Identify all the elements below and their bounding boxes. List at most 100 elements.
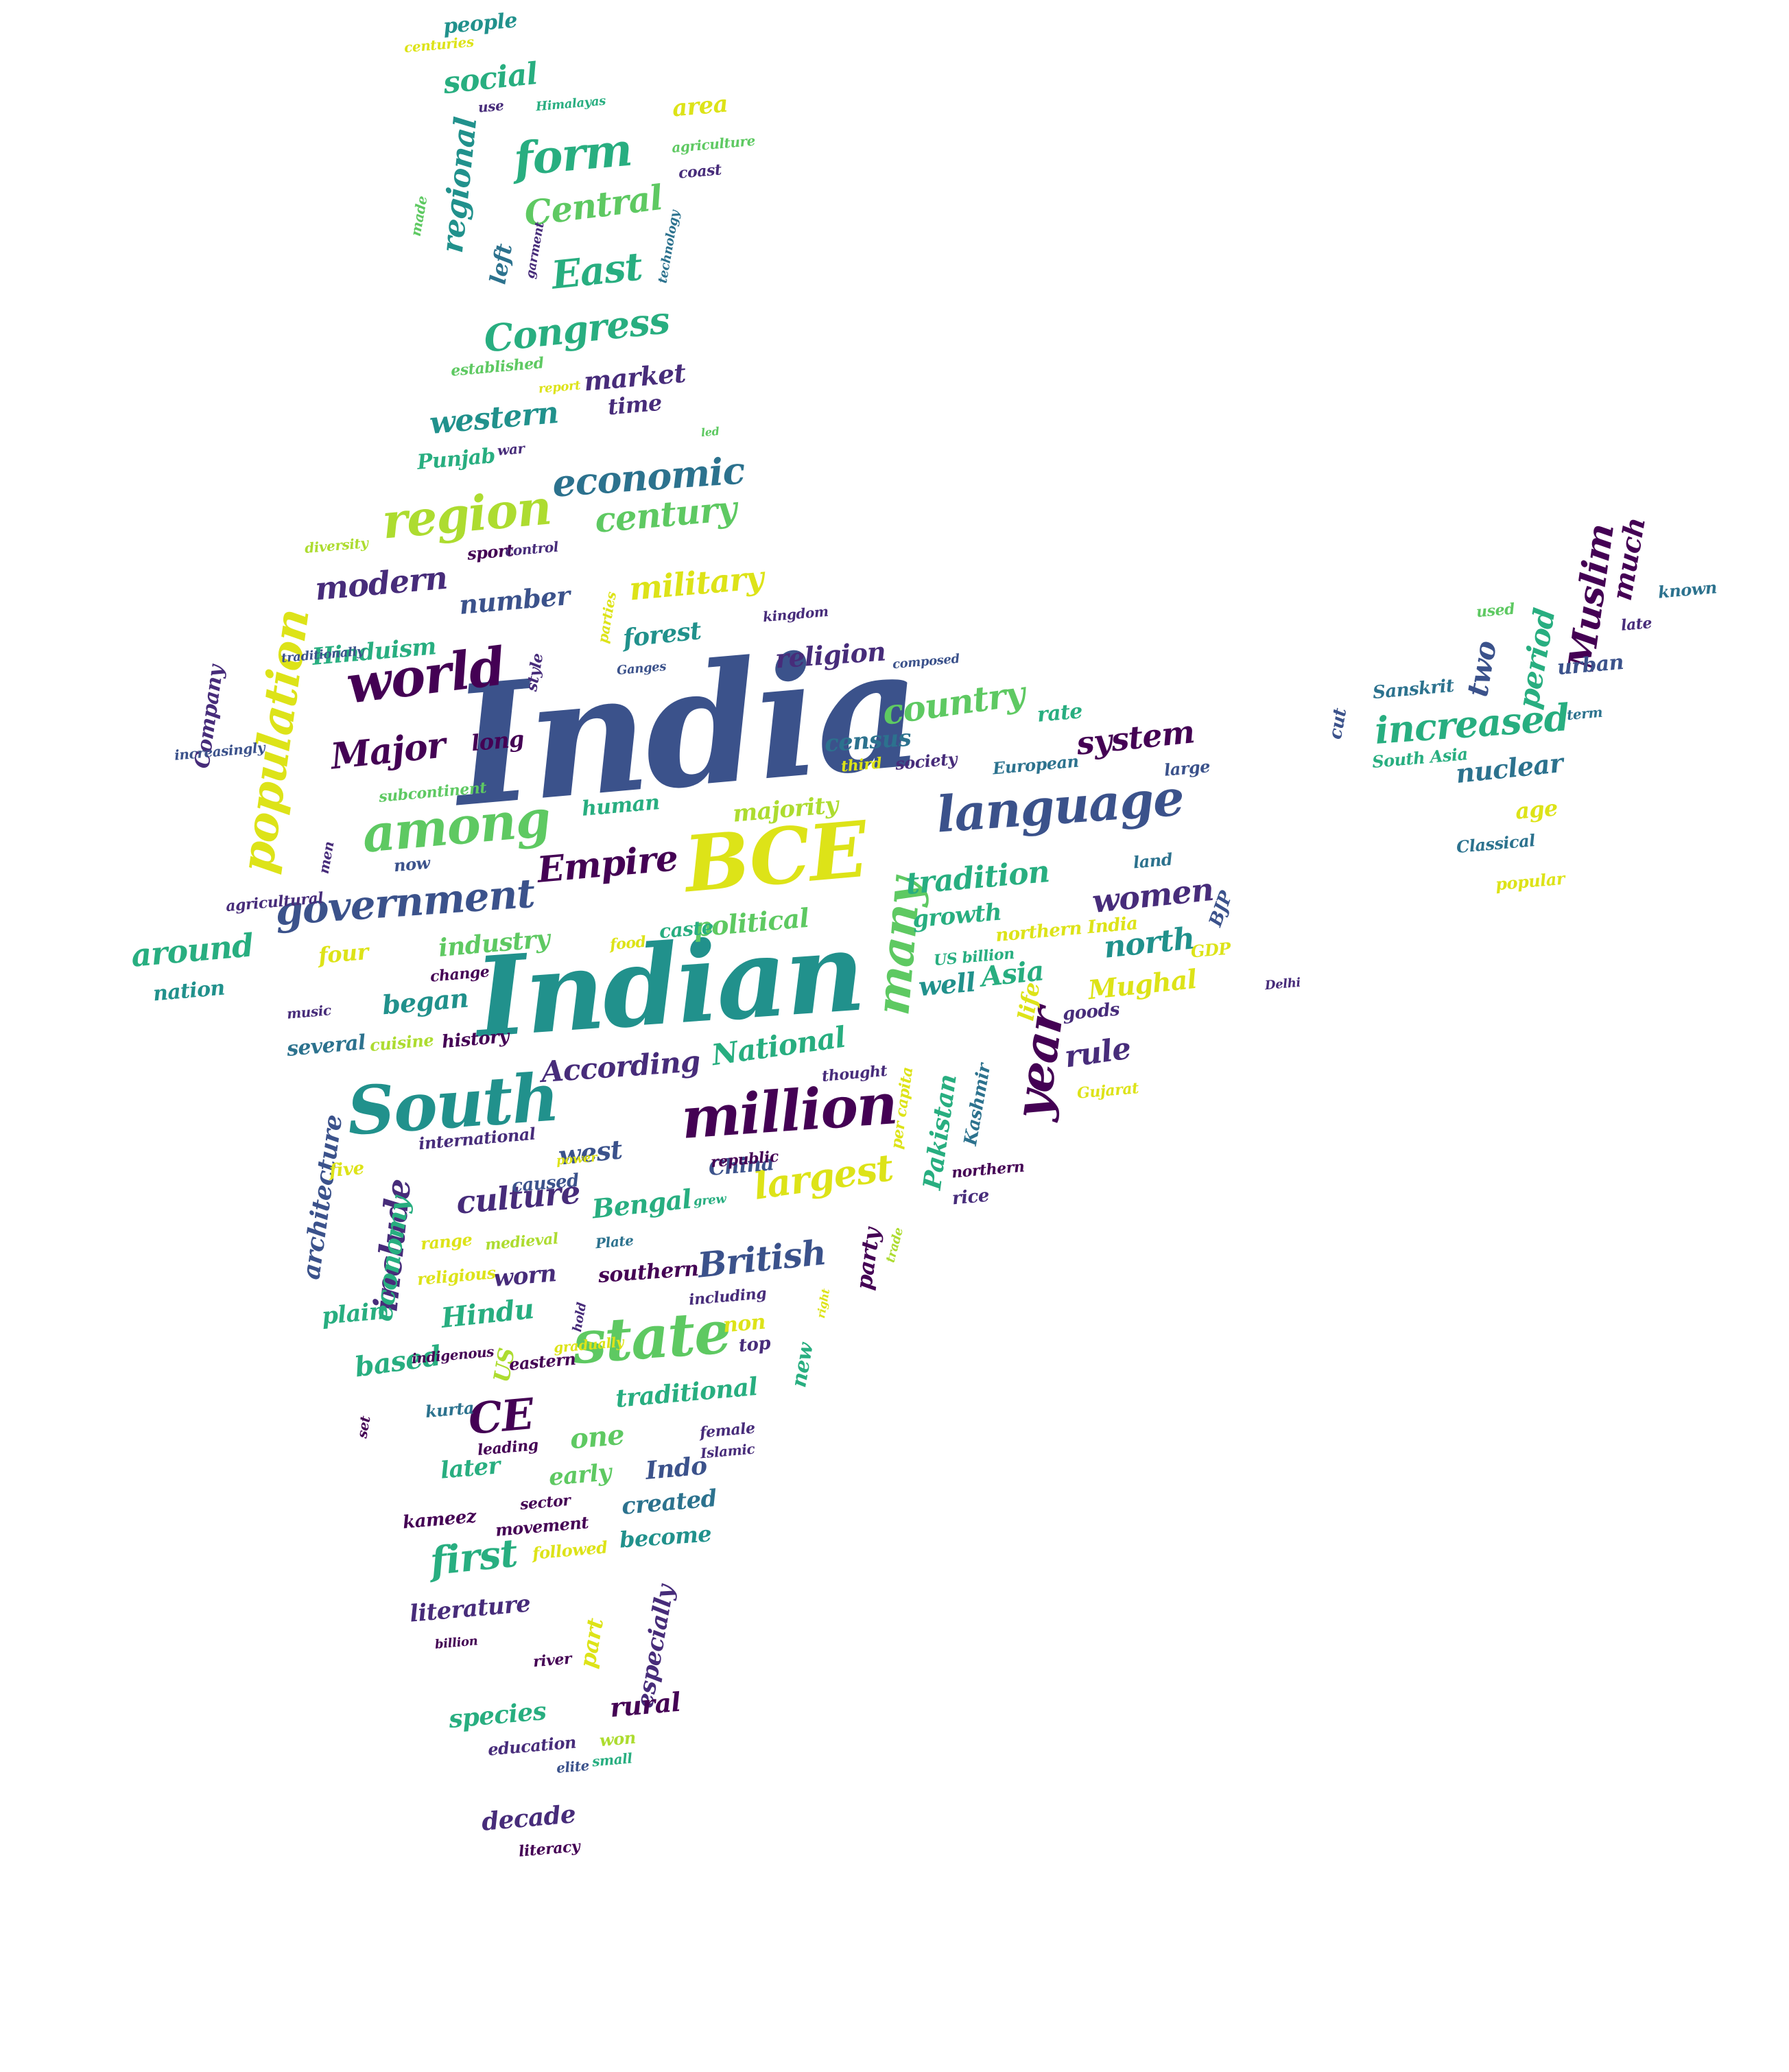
cloud-word: third bbox=[840, 754, 882, 776]
cloud-word: term bbox=[1566, 703, 1604, 724]
cloud-word: billion bbox=[434, 1634, 478, 1652]
cloud-word: census bbox=[823, 724, 912, 758]
cloud-word: religious bbox=[416, 1262, 497, 1289]
cloud-word: party bbox=[850, 1226, 886, 1292]
cloud-word: Congress bbox=[481, 298, 672, 361]
cloud-word: coast bbox=[677, 161, 722, 183]
cloud-word: rice bbox=[951, 1185, 991, 1210]
cloud-word: rural bbox=[608, 1686, 682, 1723]
cloud-word: established bbox=[450, 354, 545, 380]
cloud-word: top bbox=[737, 1333, 772, 1356]
cloud-word: medieval bbox=[484, 1229, 559, 1254]
cloud-word: diversity bbox=[303, 534, 368, 556]
cloud-word: people bbox=[442, 8, 519, 39]
cloud-word: rule bbox=[1062, 1031, 1133, 1075]
cloud-word: literacy bbox=[517, 1837, 580, 1861]
cloud-word: female bbox=[698, 1419, 756, 1442]
cloud-word: river bbox=[532, 1649, 573, 1671]
cloud-word: society bbox=[894, 749, 958, 774]
cloud-word: made bbox=[407, 194, 431, 238]
cloud-word: technology bbox=[654, 209, 683, 285]
cloud-word: language bbox=[934, 768, 1185, 844]
cloud-word: Gujarat bbox=[1076, 1079, 1139, 1103]
cloud-word: sector bbox=[519, 1491, 571, 1514]
cloud-word: range bbox=[419, 1229, 473, 1254]
cloud-word: social bbox=[441, 56, 539, 102]
cloud-word: Delhi bbox=[1264, 975, 1301, 993]
cloud-word: system bbox=[1074, 713, 1196, 762]
cloud-word: southern bbox=[597, 1256, 700, 1288]
cloud-word: right bbox=[814, 1288, 832, 1319]
cloud-word: Mughal bbox=[1087, 963, 1198, 1006]
cloud-word: late bbox=[1620, 614, 1652, 635]
cloud-word: food bbox=[608, 932, 647, 954]
cloud-word: Himalayas bbox=[535, 93, 606, 115]
cloud-word: popular bbox=[1494, 868, 1565, 895]
cloud-word: architecture bbox=[296, 1113, 348, 1282]
cloud-word: time bbox=[606, 389, 663, 421]
cloud-word: Empire bbox=[535, 837, 679, 891]
cloud-word: East bbox=[549, 244, 644, 298]
cloud-word: century bbox=[593, 488, 738, 541]
cloud-word: region bbox=[379, 478, 554, 550]
cloud-word: western bbox=[428, 395, 560, 442]
cloud-word: CE bbox=[466, 1389, 536, 1444]
cloud-word: growth bbox=[911, 898, 1003, 934]
cloud-word: species bbox=[447, 1696, 547, 1734]
cloud-word: Bengal bbox=[590, 1183, 693, 1225]
cloud-word: around bbox=[129, 926, 255, 974]
cloud-word: long bbox=[469, 725, 525, 757]
cloud-word: set bbox=[353, 1415, 374, 1439]
cloud-word: part bbox=[574, 1616, 609, 1670]
cloud-word: million bbox=[679, 1071, 899, 1152]
cloud-word: led bbox=[700, 424, 720, 440]
cloud-word: movement bbox=[494, 1512, 589, 1540]
cloud-word: now bbox=[392, 852, 431, 876]
cloud-word: become bbox=[618, 1520, 713, 1553]
cloud-word: land bbox=[1132, 849, 1173, 873]
cloud-word: military bbox=[628, 558, 765, 608]
cloud-word: Hindu bbox=[439, 1293, 535, 1334]
cloud-word: rate bbox=[1036, 699, 1084, 727]
cloud-word: control bbox=[504, 538, 559, 560]
cloud-word: period bbox=[1510, 606, 1562, 711]
cloud-word: forest bbox=[621, 616, 702, 653]
cloud-word: tradition bbox=[904, 853, 1051, 902]
cloud-word: use bbox=[477, 97, 504, 116]
cloud-word: won bbox=[598, 1727, 637, 1751]
cloud-word: religion bbox=[774, 635, 886, 674]
cloud-word: two bbox=[1460, 638, 1503, 700]
cloud-word: northern bbox=[951, 1157, 1026, 1182]
cloud-word: five bbox=[328, 1157, 365, 1182]
cloud-word: British bbox=[695, 1232, 828, 1286]
cloud-word: women bbox=[1090, 870, 1215, 921]
cloud-word: cuisine bbox=[368, 1029, 434, 1056]
cloud-word: number bbox=[458, 580, 571, 620]
cloud-word: Major bbox=[328, 724, 447, 778]
cloud-word: nation bbox=[152, 976, 226, 1006]
cloud-word: centuries bbox=[403, 33, 475, 56]
cloud-word: one bbox=[568, 1418, 626, 1456]
cloud-word: created bbox=[620, 1485, 718, 1520]
cloud-word: urban bbox=[1556, 650, 1624, 681]
cloud-word: nuclear bbox=[1454, 746, 1565, 790]
cloud-word: age bbox=[1514, 794, 1559, 825]
cloud-word: BCE bbox=[680, 804, 870, 910]
cloud-word: four bbox=[316, 938, 369, 969]
cloud-word: Indo bbox=[643, 1451, 708, 1485]
cloud-word: report bbox=[537, 378, 581, 397]
cloud-word: well bbox=[916, 966, 976, 1002]
cloud-word: Kashmir bbox=[960, 1062, 995, 1147]
cloud-word: Sanskrit bbox=[1371, 675, 1455, 704]
cloud-word: music bbox=[285, 1002, 332, 1022]
cloud-word: area bbox=[670, 90, 728, 123]
cloud-word: education bbox=[486, 1732, 577, 1760]
cloud-word: power bbox=[555, 1150, 597, 1168]
cloud-word: kurta bbox=[424, 1397, 475, 1422]
cloud-word: new bbox=[786, 1341, 818, 1389]
cloud-word: used bbox=[1475, 600, 1516, 622]
cloud-word: decade bbox=[479, 1800, 577, 1837]
cloud-word: grew bbox=[693, 1191, 727, 1210]
cloud-word: goods bbox=[1061, 999, 1120, 1025]
